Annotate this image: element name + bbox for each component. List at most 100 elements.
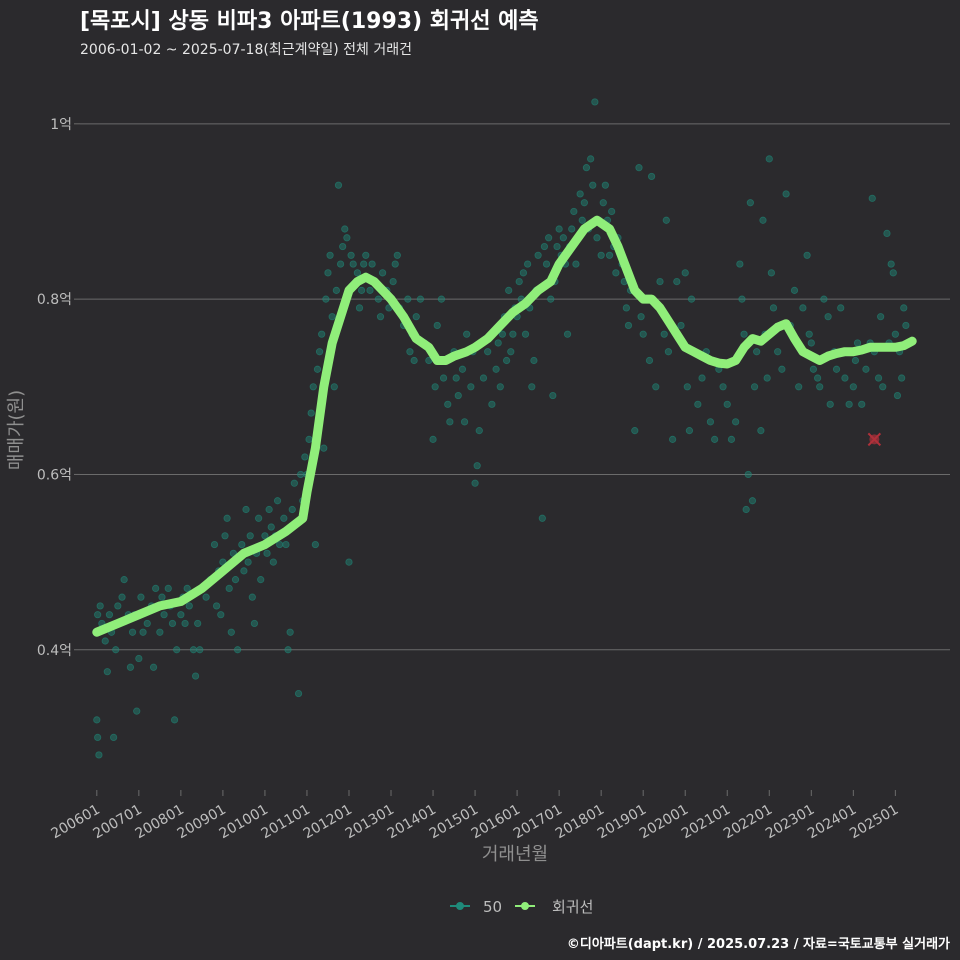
scatter-point	[677, 321, 685, 330]
scatter-point	[280, 514, 288, 522]
scatter-point	[576, 190, 584, 198]
y-tick-label: 0.4억	[37, 643, 72, 659]
scatter-point	[347, 251, 355, 259]
scatter-point	[507, 348, 515, 356]
scatter-point	[349, 260, 357, 268]
scatter-point	[757, 427, 765, 435]
scatter-point	[530, 356, 538, 365]
scatter-point	[877, 313, 885, 321]
scatter-point	[889, 269, 897, 277]
scatter-point	[257, 576, 265, 584]
scatter-point	[322, 295, 330, 303]
scatter-point	[326, 251, 334, 259]
scatter-point	[631, 427, 639, 435]
regression-line	[92, 215, 917, 637]
scatter-point	[246, 532, 254, 540]
scatter-point	[343, 234, 351, 242]
scatter-point	[248, 593, 256, 601]
scatter-point	[637, 313, 645, 321]
scatter-point	[732, 418, 740, 426]
scatter-point	[496, 383, 504, 391]
scatter-point	[244, 558, 252, 566]
scatter-point	[763, 374, 771, 382]
scatter-point	[744, 470, 752, 479]
scatter-point	[276, 540, 284, 549]
scatter-point	[191, 672, 200, 680]
scatter-point	[849, 383, 857, 391]
scatter-point	[799, 304, 807, 312]
scatter-point	[656, 278, 664, 286]
scatter-point	[311, 540, 319, 549]
scatter-point	[765, 155, 773, 163]
scatter-point	[112, 646, 120, 654]
scatter-point	[231, 576, 240, 584]
scatter-point	[139, 628, 147, 636]
scatter-point	[217, 611, 225, 619]
scatter-point	[740, 330, 748, 338]
scatter-point	[841, 374, 849, 382]
scatter-point	[118, 593, 126, 601]
scatter-point	[612, 269, 620, 277]
scatter-point	[902, 321, 910, 330]
scatter-point	[309, 383, 317, 391]
scatter-point	[492, 365, 500, 373]
scatter-point	[94, 733, 102, 742]
scatter-point	[816, 383, 824, 391]
scatter-point	[599, 199, 607, 207]
scatter-point	[608, 207, 616, 216]
y-tick-label: 0.8억	[37, 292, 72, 308]
legend-regression-swatch-dot	[521, 902, 529, 910]
scatter-point	[103, 668, 111, 676]
scatter-point	[900, 304, 908, 312]
scatter-point	[883, 229, 891, 237]
scatter-point	[893, 391, 902, 400]
scatter-point	[782, 190, 790, 198]
scatter-point	[170, 716, 179, 724]
scatter-point	[622, 304, 630, 312]
scatter-point	[580, 199, 588, 207]
scatter-point	[332, 286, 340, 294]
grid-layer	[80, 123, 950, 651]
scatter-point	[177, 611, 185, 619]
scatter-point	[374, 295, 383, 303]
scatter-point	[196, 646, 204, 654]
y-tick-label: 0.6억	[37, 467, 72, 483]
scatter-point	[114, 602, 122, 610]
scatter-point	[589, 181, 597, 189]
scatter-point	[158, 593, 166, 601]
scatter-point	[223, 514, 231, 522]
scatter-point	[605, 251, 614, 259]
scatter-point	[431, 383, 439, 391]
scatter-point	[814, 374, 822, 382]
scatter-point	[433, 321, 441, 330]
scatter-point	[437, 295, 446, 303]
scatter-point	[484, 348, 492, 356]
scatter-point	[807, 339, 815, 347]
scatter-point	[563, 330, 572, 338]
scatter-point	[439, 374, 448, 382]
scatter-point	[362, 251, 370, 259]
scatter-point	[538, 514, 546, 522]
scatter-point	[143, 619, 151, 628]
scatter-point	[269, 558, 277, 566]
scatter-point	[624, 321, 633, 330]
scatter-point	[416, 295, 425, 303]
scatter-point	[795, 383, 803, 391]
scatter-point	[242, 505, 250, 514]
scatter-point	[597, 251, 605, 259]
scatter-point	[742, 505, 750, 514]
scatter-point	[805, 330, 813, 338]
scatter-point	[858, 400, 866, 408]
scatter-point	[727, 435, 736, 443]
scatter-point	[687, 295, 696, 303]
scatter-point	[330, 383, 338, 391]
scatter-point	[711, 435, 719, 443]
scatter-point	[471, 479, 479, 487]
scatter-point	[105, 611, 114, 619]
scatter-point	[879, 383, 887, 391]
scatter-point	[494, 339, 502, 347]
scatter-point	[160, 611, 168, 619]
scatter-point	[524, 260, 532, 268]
scatter-point	[128, 628, 137, 636]
chart-subtitle: 2006-01-02 ~ 2025-07-18(최근계약일) 전체 거래건	[80, 42, 412, 58]
